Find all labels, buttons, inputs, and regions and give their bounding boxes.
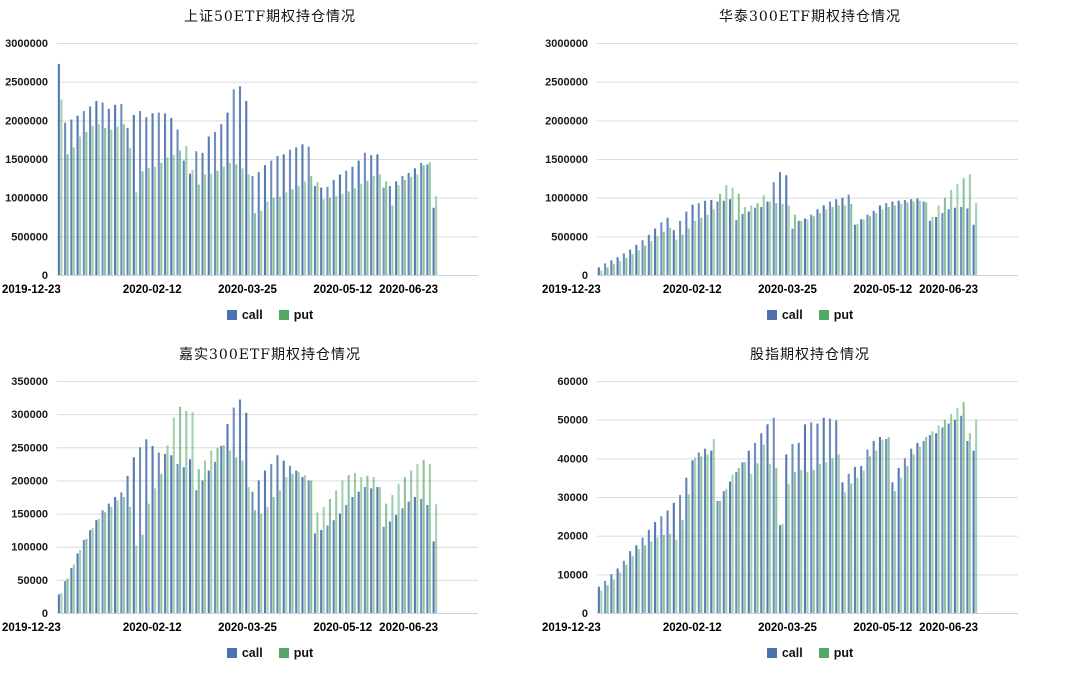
svg-text:2019-12-23: 2019-12-23 bbox=[2, 284, 61, 296]
svg-text:2020-06-23: 2020-06-23 bbox=[919, 284, 978, 296]
legend-item-put: put bbox=[278, 308, 314, 322]
svg-text:500000: 500000 bbox=[551, 231, 588, 243]
legend-item-call: call bbox=[766, 308, 803, 322]
legend-put-label: put bbox=[833, 308, 854, 322]
chart-panel-harvest300etf: 350000 300000 250000 200000 150000 100000 5000… bbox=[0, 338, 540, 676]
svg-text:1500000: 1500000 bbox=[5, 154, 48, 166]
legend-item-call: call bbox=[766, 646, 803, 660]
svg-text:2020-02-12: 2020-02-12 bbox=[123, 622, 182, 634]
svg-text:3000000: 3000000 bbox=[545, 38, 588, 50]
chart-title: 华泰300ETF期权持仓情况 bbox=[719, 9, 901, 25]
legend-put-label: put bbox=[293, 308, 314, 322]
svg-text:2020-03-25: 2020-03-25 bbox=[758, 284, 817, 296]
harvest300etf-bar-chart: 350000 300000 250000 200000 150000 100000 5000… bbox=[2, 376, 478, 634]
call-swatch-icon bbox=[766, 310, 777, 320]
svg-text:100000: 100000 bbox=[11, 542, 48, 554]
svg-text:1000000: 1000000 bbox=[5, 193, 48, 205]
svg-text:0: 0 bbox=[582, 270, 588, 282]
svg-text:50000: 50000 bbox=[557, 415, 588, 427]
svg-text:1500000: 1500000 bbox=[545, 154, 588, 166]
svg-text:2020-06-23: 2020-06-23 bbox=[919, 622, 978, 634]
chart-title: 嘉实300ETF期权持仓情况 bbox=[179, 347, 361, 363]
chart-title: 上证50ETF期权持仓情况 bbox=[183, 9, 357, 25]
put-swatch-icon bbox=[278, 648, 289, 658]
svg-text:250000: 250000 bbox=[11, 442, 48, 454]
legend-put-label: put bbox=[833, 646, 854, 660]
svg-text:2020-02-12: 2020-02-12 bbox=[123, 284, 182, 296]
svg-text:2020-02-12: 2020-02-12 bbox=[663, 284, 722, 296]
svg-text:10000: 10000 bbox=[557, 569, 588, 581]
svg-text:2020-05-12: 2020-05-12 bbox=[313, 622, 372, 634]
svg-text:40000: 40000 bbox=[557, 453, 588, 465]
legend: call put bbox=[0, 646, 540, 660]
svg-text:2020-05-12: 2020-05-12 bbox=[853, 622, 912, 634]
chart-panel-index-options: 60000 50000 40000 30000 20000 10000 0 2019-12-2… bbox=[540, 338, 1080, 676]
legend-item-put: put bbox=[278, 646, 314, 660]
svg-text:2000000: 2000000 bbox=[545, 115, 588, 127]
put-swatch-icon bbox=[278, 310, 289, 320]
svg-text:2020-05-12: 2020-05-12 bbox=[313, 284, 372, 296]
call-swatch-icon bbox=[226, 648, 237, 658]
svg-text:0: 0 bbox=[42, 270, 48, 282]
chart-title: 股指期权持仓情况 bbox=[750, 347, 870, 363]
svg-text:2020-03-25: 2020-03-25 bbox=[758, 622, 817, 634]
svg-text:300000: 300000 bbox=[11, 409, 48, 421]
legend: call put bbox=[540, 308, 1080, 322]
svg-text:2500000: 2500000 bbox=[5, 77, 48, 89]
index-options-bar-chart: 60000 50000 40000 30000 20000 10000 0 2019-12-2… bbox=[542, 376, 1018, 634]
svg-text:2019-12-23: 2019-12-23 bbox=[2, 622, 61, 634]
svg-text:1000000: 1000000 bbox=[545, 193, 588, 205]
svg-text:0: 0 bbox=[42, 608, 48, 620]
svg-text:20000: 20000 bbox=[557, 531, 588, 543]
put-swatch-icon bbox=[818, 648, 829, 658]
svg-text:60000: 60000 bbox=[557, 376, 588, 388]
chart-panel-sse50etf: 3000000 2500000 2000000 1500000 1000000 50000… bbox=[0, 0, 540, 338]
svg-text:200000: 200000 bbox=[11, 475, 48, 487]
svg-text:3000000: 3000000 bbox=[5, 38, 48, 50]
legend-call-label: call bbox=[781, 308, 803, 322]
legend-item-call: call bbox=[226, 308, 263, 322]
chart-panel-huatai300etf: 3000000 2500000 2000000 1500000 1000000 50000… bbox=[540, 0, 1080, 338]
svg-text:2019-12-23: 2019-12-23 bbox=[542, 284, 601, 296]
svg-text:2020-03-25: 2020-03-25 bbox=[218, 622, 277, 634]
sse50etf-bar-chart: 3000000 2500000 2000000 1500000 1000000 50000… bbox=[2, 38, 478, 296]
call-swatch-icon bbox=[226, 310, 237, 320]
svg-text:30000: 30000 bbox=[557, 492, 588, 504]
legend: call put bbox=[0, 308, 540, 322]
call-swatch-icon bbox=[766, 648, 777, 658]
put-swatch-icon bbox=[818, 310, 829, 320]
svg-text:2020-05-12: 2020-05-12 bbox=[853, 284, 912, 296]
legend-item-put: put bbox=[818, 646, 854, 660]
svg-text:2020-02-12: 2020-02-12 bbox=[663, 622, 722, 634]
svg-text:2020-06-23: 2020-06-23 bbox=[379, 284, 438, 296]
legend-call-label: call bbox=[241, 646, 263, 660]
huatai300etf-bar-chart: 3000000 2500000 2000000 1500000 1000000 50000… bbox=[542, 38, 1018, 296]
svg-text:0: 0 bbox=[582, 608, 588, 620]
legend-call-label: call bbox=[241, 308, 263, 322]
svg-text:2020-03-25: 2020-03-25 bbox=[218, 284, 277, 296]
legend-item-call: call bbox=[226, 646, 263, 660]
svg-text:150000: 150000 bbox=[11, 509, 48, 521]
svg-text:2000000: 2000000 bbox=[5, 115, 48, 127]
svg-text:2020-06-23: 2020-06-23 bbox=[379, 622, 438, 634]
legend-call-label: call bbox=[781, 646, 803, 660]
svg-text:500000: 500000 bbox=[11, 231, 48, 243]
svg-text:50000: 50000 bbox=[17, 575, 48, 587]
legend-item-put: put bbox=[818, 308, 854, 322]
legend: call put bbox=[540, 646, 1080, 660]
svg-text:350000: 350000 bbox=[11, 376, 48, 388]
svg-text:2500000: 2500000 bbox=[545, 77, 588, 89]
legend-put-label: put bbox=[293, 646, 314, 660]
svg-text:2019-12-23: 2019-12-23 bbox=[542, 622, 601, 634]
